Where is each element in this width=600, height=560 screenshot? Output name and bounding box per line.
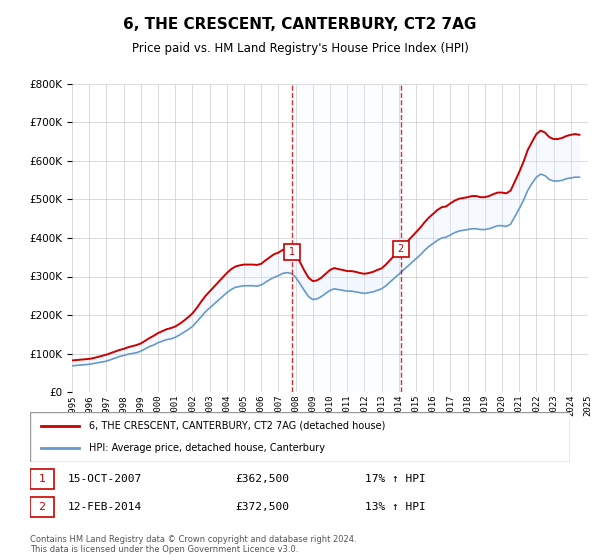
Text: 15-OCT-2007: 15-OCT-2007 <box>68 474 142 484</box>
FancyBboxPatch shape <box>30 412 570 462</box>
Bar <box>292 84 401 392</box>
Text: Contains HM Land Registry data © Crown copyright and database right 2024.
This d: Contains HM Land Registry data © Crown c… <box>30 535 356 554</box>
Text: 1: 1 <box>289 248 295 258</box>
Text: 17% ↑ HPI: 17% ↑ HPI <box>365 474 425 484</box>
Text: 6, THE CRESCENT, CANTERBURY, CT2 7AG (detached house): 6, THE CRESCENT, CANTERBURY, CT2 7AG (de… <box>89 421 386 431</box>
Text: 2: 2 <box>398 244 404 254</box>
FancyBboxPatch shape <box>30 469 54 489</box>
Text: HPI: Average price, detached house, Canterbury: HPI: Average price, detached house, Cant… <box>89 443 325 453</box>
Text: £362,500: £362,500 <box>235 474 289 484</box>
Text: 1: 1 <box>38 474 46 484</box>
Text: Price paid vs. HM Land Registry's House Price Index (HPI): Price paid vs. HM Land Registry's House … <box>131 42 469 55</box>
Text: 2: 2 <box>38 502 46 512</box>
Text: 6, THE CRESCENT, CANTERBURY, CT2 7AG: 6, THE CRESCENT, CANTERBURY, CT2 7AG <box>124 17 476 32</box>
Text: 12-FEB-2014: 12-FEB-2014 <box>68 502 142 512</box>
Text: £372,500: £372,500 <box>235 502 289 512</box>
Text: 13% ↑ HPI: 13% ↑ HPI <box>365 502 425 512</box>
FancyBboxPatch shape <box>30 497 54 517</box>
